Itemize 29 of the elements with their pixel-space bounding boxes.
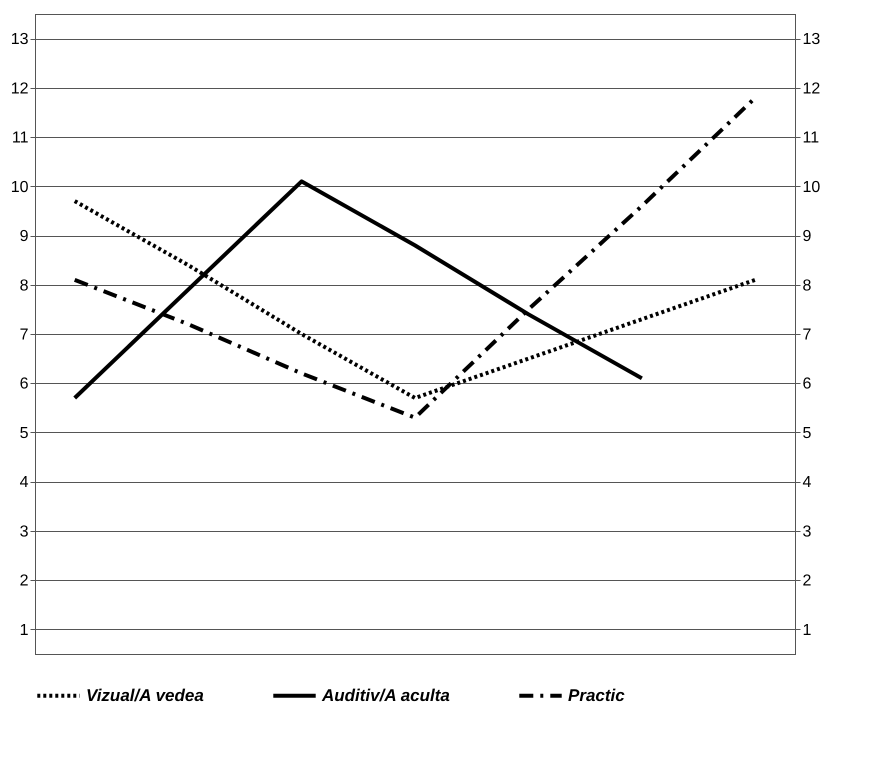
y-tick-label: 1 [20,622,29,639]
y-tick-label: 5 [20,424,29,442]
y-tick-label: 4 [20,474,29,492]
y-tick-label: 11 [12,130,29,147]
y2-tick-label: 3 [802,523,812,540]
y-tick-label: 3 [20,523,29,540]
legend-label: Auditiv/A aculta [321,686,450,705]
y-tick-label: 9 [20,228,29,246]
y2-tick-label: 4 [802,474,812,492]
y2-tick-label: 1 [802,622,812,639]
y2-tick-label: 10 [802,178,820,196]
y-tick-label: 10 [10,178,29,196]
y-tick-label: 8 [20,277,29,294]
y2-tick-label: 12 [802,80,820,98]
y-tick-label: 6 [20,376,29,393]
y2-tick-label: 2 [802,572,812,590]
legend-label: Practic [568,686,626,705]
y2-tick-label: 5 [802,424,812,442]
y-tick-label: 2 [20,572,29,590]
y2-tick-label: 9 [802,228,812,246]
y-tick-label: 13 [10,31,29,48]
legend-label: Vizual/A vedea [86,686,204,705]
y2-tick-label: 11 [802,130,820,147]
y2-tick-label: 13 [802,31,820,48]
y-tick-label: 7 [20,326,29,344]
y2-tick-label: 6 [802,376,812,393]
y2-tick-label: 7 [802,326,812,344]
y-tick-label: 12 [10,80,29,98]
y2-tick-label: 8 [802,277,812,294]
